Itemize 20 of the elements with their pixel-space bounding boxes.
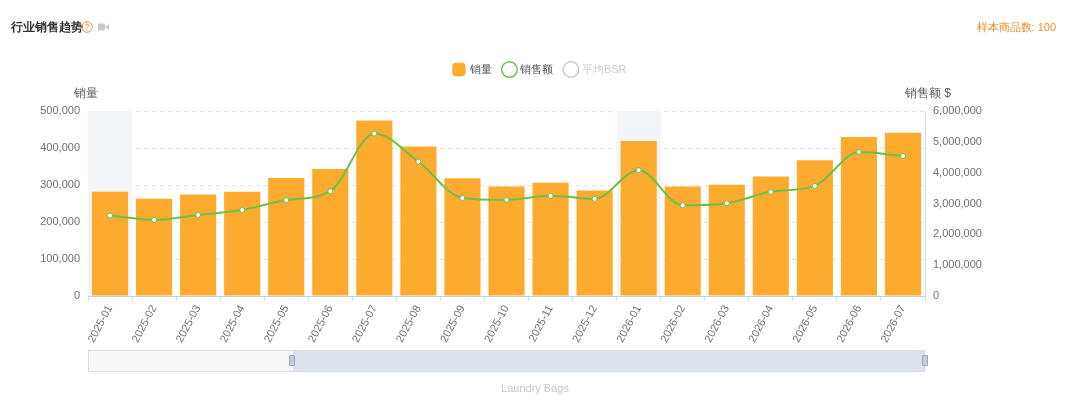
y2-tick-label: 6,000,000 [933,104,982,117]
y2-axis-title: 销售额 $ [903,86,952,101]
y-axis-title: 销量 [73,86,98,101]
y2-tick-label: 5,000,000 [933,134,982,147]
y2-tick-label: 2,000,000 [933,227,982,240]
text: 样本商品数: 100 [976,20,1056,35]
y2-tick-label: 1,000,000 [933,258,982,271]
y-tick-label: 300,000 [40,178,80,191]
legend-label: 销售额 [519,62,554,75]
text: Laundry Bags [500,382,570,394]
y-tick-label: 100,000 [40,252,80,265]
chart-title: 行业销售趋势 [11,19,83,36]
y-tick-label: 200,000 [40,215,80,228]
y-tick-label: 500,000 [40,104,80,117]
y2-tick-label: 4,000,000 [933,165,982,178]
y2-tick-label: 3,000,000 [933,196,982,209]
y-tick-label: 400,000 [40,141,80,154]
y-tick-label: 0 [73,289,80,302]
y2-tick-label: 0 [933,289,940,302]
legend-label: 销量 [468,62,492,75]
